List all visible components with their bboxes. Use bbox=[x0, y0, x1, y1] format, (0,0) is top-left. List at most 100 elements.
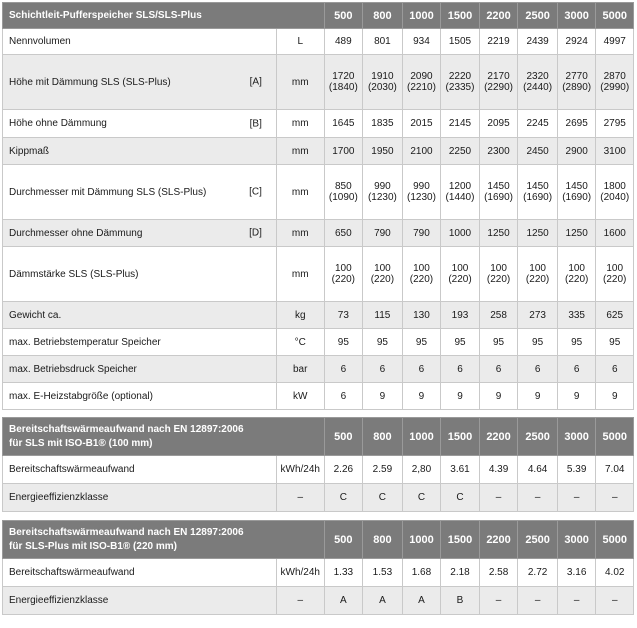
value-primary: 6 bbox=[340, 390, 347, 402]
row-label-cell: Durchmesser ohne Dämmung [D] bbox=[2, 219, 277, 247]
value-cell: 95 bbox=[362, 328, 403, 356]
value-secondary: (220) bbox=[370, 274, 395, 285]
row-label: Höhe mit Dämmung SLS (SLS-Plus) bbox=[9, 76, 171, 88]
value-primary: 2090 bbox=[410, 71, 433, 82]
value-primary: 6 bbox=[495, 363, 502, 375]
column-header-5000: 5000 bbox=[595, 417, 634, 456]
column-header-500: 500 bbox=[323, 2, 364, 29]
value-cell: – bbox=[595, 586, 634, 615]
row-label: Kippmaß bbox=[9, 145, 50, 157]
value-stack: 1450 (1690) bbox=[519, 181, 557, 203]
row-label: max. Betriebstemperatur Speicher bbox=[9, 336, 161, 348]
table-title-line: Schichtleit-Pufferspeicher SLS/SLS-Plus bbox=[9, 9, 202, 21]
value-cell: 95 bbox=[323, 328, 364, 356]
value-secondary: (220) bbox=[331, 274, 356, 285]
value-secondary: (1230) bbox=[407, 192, 436, 203]
value-stack: 990 (1230) bbox=[403, 181, 440, 203]
value-cell: 2100 bbox=[401, 137, 442, 165]
value-cell: 489 bbox=[323, 28, 364, 55]
table-row: Höhe ohne Dämmung [B] mm 1645 1835 2015 2145 20… bbox=[2, 109, 634, 138]
value-cell: 193 bbox=[440, 301, 480, 329]
value-cell: 3100 bbox=[595, 137, 634, 165]
value-cell: 100 (220) bbox=[595, 246, 634, 302]
value-secondary: (1690) bbox=[523, 192, 553, 203]
value-cell: 95 bbox=[478, 328, 519, 356]
row-label-cell: Durchmesser mit Dämmung SLS (SLS-Plus) [C… bbox=[2, 164, 277, 220]
value-cell: 2450 bbox=[517, 137, 558, 165]
section-gap bbox=[2, 511, 634, 521]
value-cell: 2,80 bbox=[401, 455, 442, 484]
value-cell: 2695 bbox=[556, 109, 597, 138]
value-cell: C bbox=[401, 483, 442, 512]
value-stack: 100 (220) bbox=[442, 263, 479, 285]
value-cell: 790 bbox=[401, 219, 442, 247]
column-header-1500: 1500 bbox=[440, 417, 480, 456]
row-unit: mm bbox=[275, 137, 325, 165]
value-cell: 1450 (1690) bbox=[478, 164, 519, 220]
value-secondary: (2990) bbox=[600, 82, 630, 93]
value-primary: 95 bbox=[532, 336, 544, 348]
value-primary: 9 bbox=[611, 390, 618, 402]
value-cell: 2795 bbox=[595, 109, 634, 138]
value-primary: 3.61 bbox=[450, 464, 470, 475]
value-primary: 9 bbox=[418, 390, 425, 402]
row-label-cell: Energieeffizienzklasse bbox=[2, 586, 277, 615]
value-primary: – bbox=[611, 492, 618, 503]
value-primary: C bbox=[378, 492, 387, 503]
value-primary: 2.18 bbox=[450, 567, 470, 578]
value-primary: 990 bbox=[374, 181, 391, 192]
value-cell: 6 bbox=[401, 355, 442, 383]
value-cell: 1700 bbox=[323, 137, 364, 165]
value-cell: 1450 (1690) bbox=[517, 164, 558, 220]
value-primary: 2924 bbox=[565, 36, 588, 47]
value-cell: 801 bbox=[362, 28, 403, 55]
value-cell: 95 bbox=[595, 328, 634, 356]
value-cell: 9 bbox=[440, 382, 480, 410]
value-primary: 258 bbox=[490, 309, 507, 321]
table-title-line: Bereitschaftswärmeaufwand nach EN 12897:… bbox=[9, 526, 244, 538]
row-unit: °C bbox=[275, 328, 325, 356]
value-stack: 2320 (2440) bbox=[519, 71, 557, 93]
value-cell: 4.02 bbox=[595, 558, 634, 587]
value-primary: 6 bbox=[573, 363, 580, 375]
spec-table: Schichtleit-Pufferspeicher SLS/SLS-Plus 5… bbox=[2, 2, 634, 615]
table-row: Energieeffizienzklasse – A A A B – – – – bbox=[2, 586, 634, 615]
value-primary: – bbox=[495, 595, 502, 606]
value-cell: – bbox=[478, 483, 519, 512]
value-cell: – bbox=[556, 483, 597, 512]
value-cell: – bbox=[517, 586, 558, 615]
column-header-500: 500 bbox=[323, 417, 364, 456]
row-unit: mm bbox=[275, 164, 325, 220]
value-primary: 1450 bbox=[565, 181, 588, 192]
value-cell: 2219 bbox=[478, 28, 519, 55]
value-cell: 1800 (2040) bbox=[595, 164, 634, 220]
column-header-500: 500 bbox=[323, 520, 364, 559]
value-primary: 2450 bbox=[526, 145, 549, 157]
row-label: Bereitschaftswärmeaufwand bbox=[9, 464, 135, 475]
value-primary: – bbox=[573, 492, 580, 503]
value-cell: 273 bbox=[517, 301, 558, 329]
value-secondary: (2440) bbox=[523, 82, 553, 93]
value-secondary: (220) bbox=[564, 274, 589, 285]
table-row: Höhe mit Dämmung SLS (SLS-Plus) [A] mm 1720… bbox=[2, 54, 634, 110]
row-label: Energieeffizienzklasse bbox=[9, 595, 109, 606]
value-cell: 850 (1090) bbox=[323, 164, 364, 220]
value-primary: 193 bbox=[451, 309, 469, 321]
value-cell: 258 bbox=[478, 301, 519, 329]
value-stack: 100 (220) bbox=[364, 263, 402, 285]
value-cell: 1200 (1440) bbox=[440, 164, 480, 220]
row-label-cell: Bereitschaftswärmeaufwand bbox=[2, 455, 277, 484]
value-primary: 1.53 bbox=[372, 567, 393, 578]
row-unit: kW bbox=[275, 382, 325, 410]
value-primary: 100 bbox=[490, 263, 507, 274]
value-secondary: (1230) bbox=[367, 192, 397, 203]
table-row: Durchmesser mit Dämmung SLS (SLS-Plus) [C… bbox=[2, 164, 634, 220]
value-cell: C bbox=[362, 483, 403, 512]
value-primary: 100 bbox=[413, 263, 430, 274]
column-header-5000: 5000 bbox=[595, 520, 634, 559]
value-primary: C bbox=[417, 492, 426, 503]
value-secondary: (220) bbox=[525, 274, 550, 285]
value-cell: 7.04 bbox=[595, 455, 634, 484]
value-secondary: (220) bbox=[448, 274, 472, 285]
row-label-cell: Kippmaß bbox=[2, 137, 277, 165]
